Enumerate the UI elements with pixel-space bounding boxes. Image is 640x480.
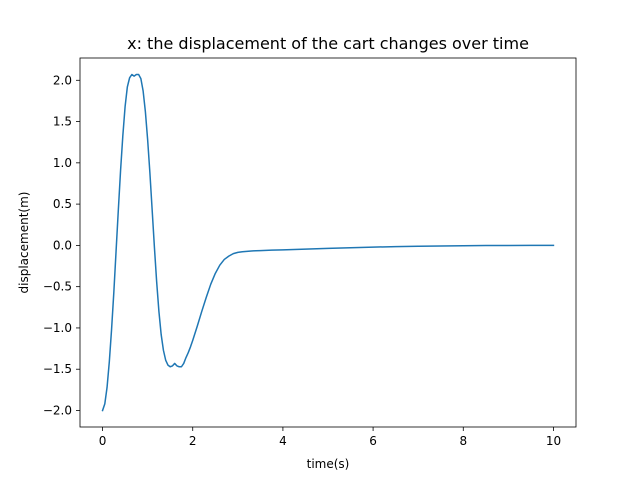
x-tick-label: 4 — [279, 434, 287, 448]
series-line — [101, 73, 555, 412]
y-tick-label: −2.0 — [43, 403, 72, 417]
y-tick-label: 2.0 — [53, 73, 72, 87]
x-tick-label: 6 — [369, 434, 377, 448]
y-axis-label: displacement(m) — [17, 192, 31, 294]
x-tick-label: 0 — [99, 434, 107, 448]
y-tick-label: 1.0 — [53, 156, 72, 170]
x-axis-ticks: 0 2 4 6 8 10 — [99, 427, 561, 448]
plot-area — [79, 57, 577, 428]
y-tick-label: 0.5 — [53, 197, 72, 211]
x-tick-label: 10 — [546, 434, 561, 448]
y-axis-ticks: −2.0 −1.5 −1.0 −0.5 0.0 0.5 1.0 1.5 2.0 — [43, 73, 80, 417]
axes-background — [80, 58, 576, 427]
x-axis-label: time(s) — [307, 457, 350, 471]
y-tick-label: 1.5 — [53, 115, 72, 129]
x-tick-label: 2 — [189, 434, 197, 448]
axes-frame — [79, 57, 577, 428]
y-tick-label: −0.5 — [43, 280, 72, 294]
y-tick-label: 0.0 — [53, 238, 72, 252]
x-tick-label: 8 — [459, 434, 467, 448]
chart-title: x: the displacement of the cart changes … — [127, 34, 529, 53]
y-tick-label: −1.0 — [43, 321, 72, 335]
y-tick-label: −1.5 — [43, 362, 72, 376]
